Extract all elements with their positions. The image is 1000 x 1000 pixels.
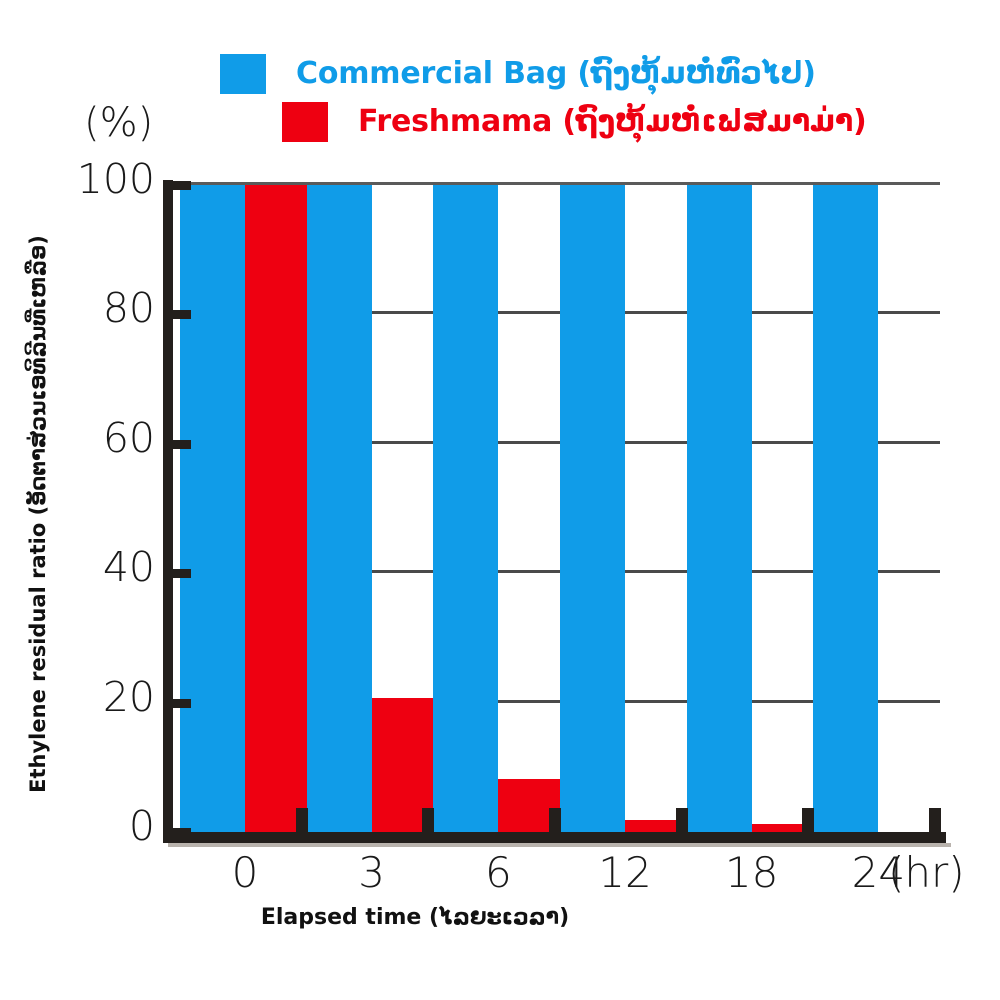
bar-freshmama-18hr <box>751 824 817 832</box>
bar-group-24hr <box>813 185 943 832</box>
x-tick-label-0hr: 0 <box>231 848 259 897</box>
x-tick-24hr <box>802 808 815 834</box>
y-axis-unit: (%) <box>84 100 154 146</box>
legend-item-commercial-bag: Commercial Bag (ຖົງຫຸ້ມຫໍ່ທົ່ວໄປ) <box>220 50 980 98</box>
plot-area <box>172 182 943 832</box>
bar-group-0hr <box>180 185 310 832</box>
bar-group-18hr <box>686 185 817 832</box>
bar-commercial-bag-24hr <box>813 185 879 832</box>
x-tick-label-18hr: 18 <box>724 848 779 897</box>
y-tick-label-0: 0 <box>128 802 155 850</box>
x-tick-3hr <box>295 808 308 834</box>
y-tick-60 <box>163 439 191 449</box>
bar-freshmama-12hr <box>625 819 690 832</box>
x-tick-6hr <box>422 808 435 834</box>
bar-group-3hr <box>306 185 437 832</box>
legend-item-freshmama: Freshmama (ຖົງຫຸ້ມຫໍ່ເຟສມາມ່າ) <box>220 98 980 146</box>
x-tick-12hr <box>549 808 561 834</box>
x-axis-shadow <box>168 843 951 847</box>
gridline-40 <box>172 570 940 574</box>
x-tick-label-6hr: 6 <box>484 848 512 897</box>
bar-group-6hr <box>433 185 564 832</box>
bar-commercial-bag-3hr <box>306 185 372 832</box>
y-tick-label-40: 40 <box>102 543 155 592</box>
x-axis-unit: (hr) <box>888 848 965 897</box>
gridline-100 <box>172 182 940 185</box>
legend-swatch-commercial-bag <box>220 54 266 94</box>
bar-commercial-bag-18hr <box>686 185 752 832</box>
x-tick-end <box>929 808 941 834</box>
gridline-60 <box>172 440 940 444</box>
y-tick-40 <box>163 569 191 579</box>
gridline-20 <box>172 699 940 703</box>
y-tick-label-20: 20 <box>102 672 155 721</box>
bar-group-12hr <box>560 185 690 832</box>
chart-legend: Commercial Bag (ຖົງຫຸ້ມຫໍ່ທົ່ວໄປ) Freshm… <box>220 50 980 146</box>
legend-label-freshmama: Freshmama (ຖົງຫຸ້ມຫໍ່ເຟສມາມ່າ) <box>358 104 867 139</box>
x-tick-18hr <box>675 808 688 834</box>
y-axis-line <box>163 180 173 841</box>
legend-label-commercial-bag: Commercial Bag (ຖົງຫຸ້ມຫໍ່ທົ່ວໄປ) <box>296 56 816 91</box>
y-tick-label-100: 100 <box>76 155 155 203</box>
x-tick-label-3hr: 3 <box>358 848 386 897</box>
y-tick-label-80: 80 <box>102 284 155 333</box>
legend-swatch-freshmama <box>282 102 328 142</box>
y-axis-title: Ethylene residual ratio (ອັດຕາສ່ວນເອທິລີ… <box>26 235 50 793</box>
y-tick-80 <box>163 310 191 320</box>
gridline-80 <box>172 311 940 315</box>
bar-commercial-bag-0hr <box>180 185 245 832</box>
bar-freshmama-0hr <box>245 185 310 832</box>
bar-commercial-bag-12hr <box>560 185 625 832</box>
x-tick-label-12hr: 12 <box>598 848 652 897</box>
y-tick-20 <box>163 698 191 708</box>
x-axis-title: Elapsed time (ໄລຍະເວລາ) <box>260 905 570 930</box>
y-tick-label-60: 60 <box>102 413 155 462</box>
y-tick-100 <box>163 181 191 190</box>
bar-commercial-bag-6hr <box>433 185 499 832</box>
x-axis-line <box>163 832 946 843</box>
x-tick-label-24hr: 24 <box>851 848 906 897</box>
